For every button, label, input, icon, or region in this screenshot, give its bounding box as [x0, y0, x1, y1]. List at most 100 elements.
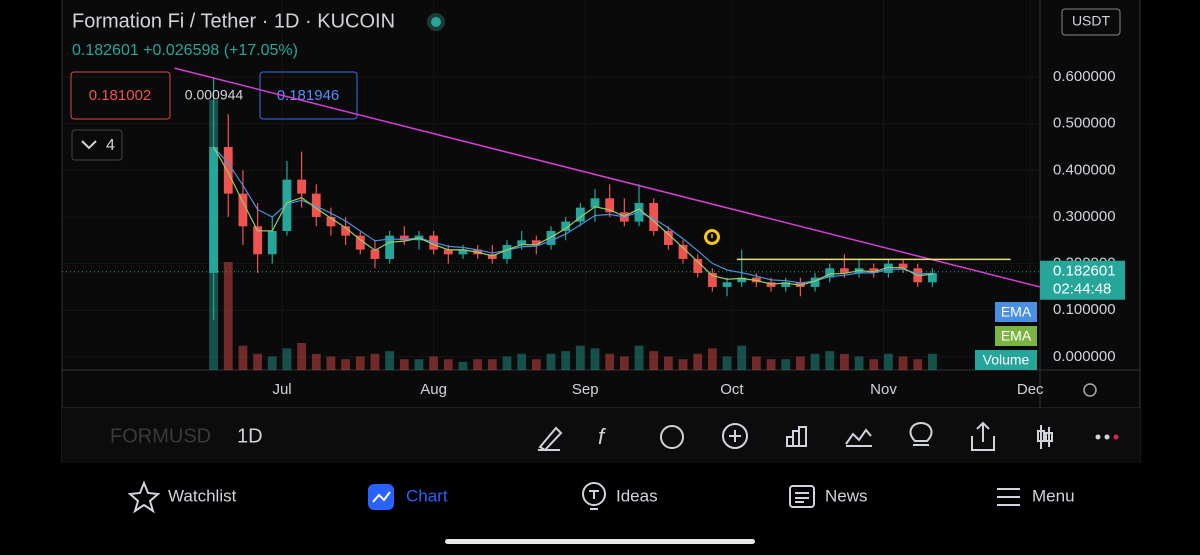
- volume-bar: [546, 353, 556, 370]
- volume-bar: [487, 359, 497, 370]
- toolbar: [62, 408, 1140, 463]
- nav-label[interactable]: Chart: [406, 486, 448, 505]
- candle-body: [825, 268, 835, 278]
- candle-body: [282, 179, 292, 231]
- volume-bar: [649, 351, 659, 370]
- volume-bar: [678, 359, 688, 370]
- legend-label: EMA: [1001, 304, 1032, 320]
- buy-box[interactable]: [259, 71, 358, 120]
- volume-bar: [884, 353, 893, 370]
- candle-body: [605, 198, 615, 213]
- y-tick-label: 0.600000: [1053, 68, 1116, 85]
- y-tick-label: 0.500000: [1053, 115, 1116, 132]
- nav-icons[interactable]: [127, 480, 1020, 514]
- candle-body: [517, 240, 527, 245]
- indicator-count[interactable]: 4: [106, 137, 115, 154]
- symbol-ghost[interactable]: FORMUSD: [110, 425, 211, 447]
- candle-body: [781, 282, 791, 287]
- volume-bar: [414, 359, 424, 370]
- candle-body: [649, 202, 659, 231]
- candle-body: [839, 268, 849, 273]
- indicator-toggle[interactable]: [71, 129, 123, 161]
- candle-body: [385, 235, 395, 259]
- candle-body: [898, 263, 908, 269]
- candle-body: [884, 263, 893, 273]
- volume-bar: [399, 359, 409, 370]
- volume-bar: [854, 356, 864, 370]
- candle-body: [238, 193, 248, 227]
- currency[interactable]: USDT: [1072, 13, 1111, 29]
- nav-label[interactable]: Watchlist: [168, 486, 237, 505]
- legend-label: EMA: [1001, 328, 1032, 344]
- candle-body: [869, 268, 879, 273]
- volume-bar: [751, 356, 761, 370]
- candle-body: [693, 258, 703, 273]
- volume-bar: [928, 353, 937, 370]
- volume-bar: [502, 356, 512, 370]
- candle-body: [253, 226, 263, 255]
- trendline: [174, 67, 1041, 288]
- volume-bar: [531, 359, 541, 370]
- candle-body: [678, 244, 688, 259]
- settings-icon[interactable]: [1083, 383, 1097, 397]
- legend-chip: [995, 326, 1037, 346]
- nav-label[interactable]: Ideas: [616, 486, 658, 505]
- volume-bar: [810, 353, 820, 370]
- candle-body: [487, 254, 497, 259]
- candle-body: [355, 235, 365, 250]
- volume-bar: [473, 359, 483, 370]
- candle-body: [458, 249, 468, 255]
- candle-body: [297, 179, 307, 194]
- candle-body: [370, 249, 380, 259]
- candle-body: [663, 230, 673, 245]
- candle-body: [737, 277, 747, 283]
- volume-bar: [869, 359, 879, 370]
- volume-bar: [898, 356, 908, 370]
- volume-bar: [326, 356, 336, 370]
- volume-bar: [297, 343, 307, 370]
- sell-price[interactable]: 0.181002: [89, 87, 152, 104]
- chart-panel: [62, 0, 1140, 408]
- volume-bar: [663, 356, 673, 370]
- currency-box[interactable]: [1061, 8, 1121, 36]
- y-tick-label: 0.300000: [1053, 208, 1116, 225]
- volume-bar: [253, 353, 263, 370]
- candle-body: [267, 230, 277, 255]
- nav-label[interactable]: News: [825, 486, 868, 505]
- volume-bar: [443, 359, 453, 370]
- nav-label[interactable]: Menu: [1032, 486, 1075, 505]
- volume-bar: [341, 359, 351, 370]
- candle-body: [531, 240, 541, 245]
- legend-chip: [975, 350, 1037, 370]
- symbol-title: Formation Fi / Tether · 1D · KUCOIN: [72, 10, 395, 32]
- volume-bar: [385, 351, 395, 370]
- toolbar-icons[interactable]: f: [538, 421, 1053, 452]
- volume-bar: [766, 359, 776, 370]
- x-tick-label: Aug: [420, 381, 447, 398]
- y-tick-label: 0.000000: [1053, 348, 1116, 365]
- candle-body: [810, 277, 820, 287]
- more-icon[interactable]: [1095, 434, 1119, 440]
- buy-price[interactable]: 0.181946: [277, 87, 340, 104]
- volume-bar: [282, 348, 292, 370]
- x-tick-label: Dec: [1017, 381, 1044, 398]
- candle-body: [326, 216, 336, 227]
- candle-body: [561, 221, 571, 231]
- x-tick-label: Sep: [572, 381, 599, 398]
- last-price-box: [1040, 260, 1125, 300]
- svg-text:f: f: [598, 424, 607, 449]
- volume-bar: [517, 353, 527, 370]
- volume-bar: [707, 348, 717, 370]
- volume-bar: [355, 356, 365, 370]
- volume-bar: [370, 353, 380, 370]
- interval[interactable]: 1D: [237, 425, 263, 447]
- volume-bar: [429, 356, 439, 370]
- volume-bar: [605, 353, 615, 370]
- volume-bar: [458, 361, 468, 370]
- candle-body: [546, 230, 556, 245]
- x-tick-label: Jul: [272, 381, 291, 398]
- candle-body: [443, 249, 453, 255]
- sell-box[interactable]: [70, 71, 171, 120]
- candle-body: [502, 244, 512, 259]
- status-dot: [431, 17, 441, 27]
